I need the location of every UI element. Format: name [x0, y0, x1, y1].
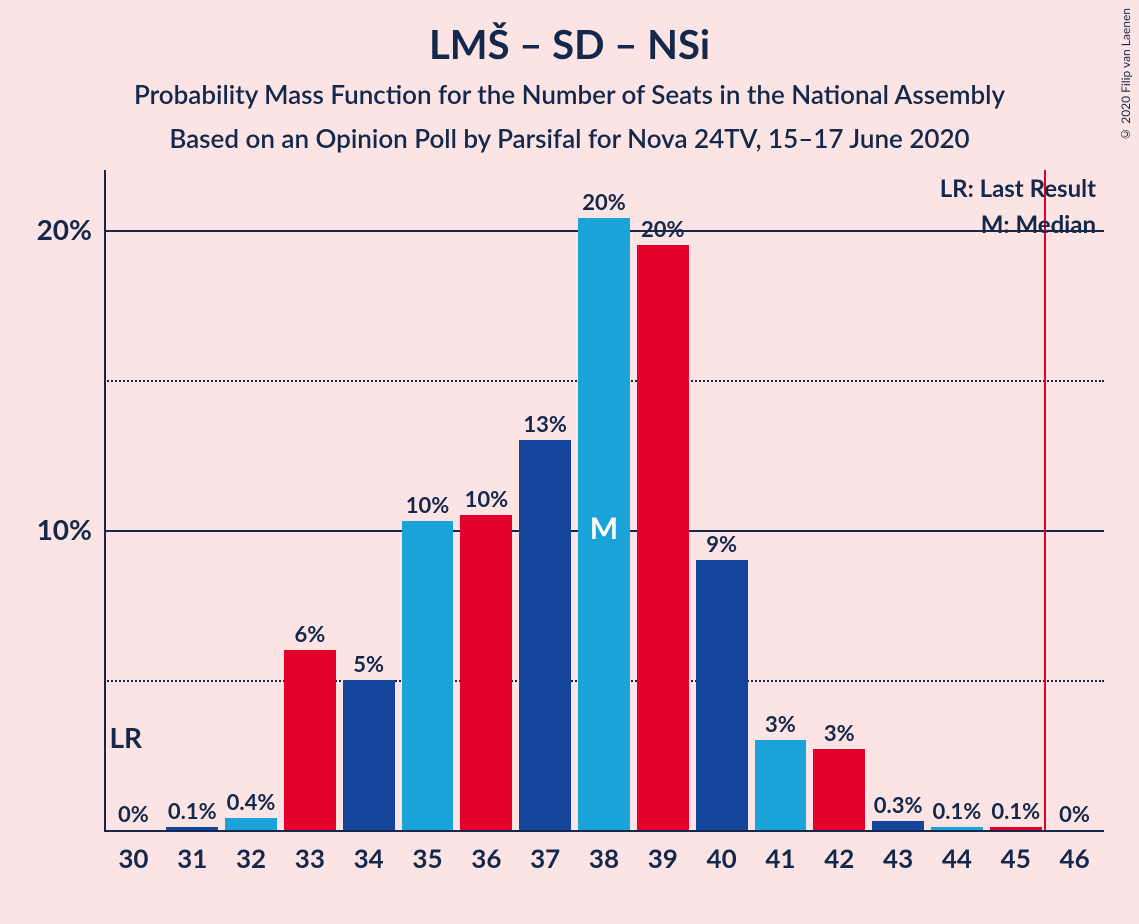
chart-subtitle-1: Probability Mass Function for the Number… — [0, 78, 1139, 110]
chart-subtitle-2: Based on an Opinion Poll by Parsifal for… — [0, 122, 1139, 154]
y-tick-label: 20% — [0, 212, 92, 246]
bar — [696, 560, 748, 830]
x-tick-label: 30 — [104, 842, 163, 874]
x-tick-label: 44 — [928, 842, 987, 874]
copyright-text: © 2020 Filip van Laenen — [1118, 8, 1133, 142]
x-tick-label: 40 — [692, 842, 751, 874]
x-tick-label: 38 — [575, 842, 634, 874]
bar-value-label: 13% — [516, 410, 575, 437]
bar — [990, 827, 1042, 830]
bar — [166, 827, 218, 830]
x-tick-label: 42 — [810, 842, 869, 874]
bar-value-label: 3% — [751, 710, 810, 737]
bar-value-label: 10% — [457, 485, 516, 512]
bar — [637, 245, 689, 830]
bar-value-label: 0.1% — [928, 797, 987, 824]
bar — [460, 515, 512, 830]
x-tick-label: 46 — [1045, 842, 1104, 874]
x-tick-label: 36 — [457, 842, 516, 874]
bar-value-label: 0.1% — [163, 797, 222, 824]
x-tick-label: 43 — [869, 842, 928, 874]
x-axis — [104, 830, 1104, 832]
x-tick-label: 32 — [222, 842, 281, 874]
bar-value-label: 20% — [633, 215, 692, 242]
last-result-marker: LR — [110, 720, 143, 754]
chart-title: LMŠ – SD – NSi — [0, 20, 1139, 68]
legend-last-result: LR: Last Result — [940, 174, 1096, 203]
majority-line — [1044, 170, 1046, 830]
x-tick-label: 34 — [339, 842, 398, 874]
median-marker: M — [575, 510, 634, 546]
x-tick-label: 39 — [633, 842, 692, 874]
bar-value-label: 10% — [398, 491, 457, 518]
bar-value-label: 0% — [1045, 800, 1104, 827]
bar-value-label: 0.1% — [986, 797, 1045, 824]
bar-value-label: 0.3% — [869, 791, 928, 818]
bar — [872, 821, 924, 830]
x-tick-label: 41 — [751, 842, 810, 874]
x-tick-label: 31 — [163, 842, 222, 874]
y-tick-label: 10% — [0, 512, 92, 546]
bar — [519, 440, 571, 830]
x-tick-label: 35 — [398, 842, 457, 874]
bar — [402, 521, 454, 830]
bar — [813, 749, 865, 830]
bar — [931, 827, 983, 830]
bar — [225, 818, 277, 830]
x-tick-label: 37 — [516, 842, 575, 874]
bar-value-label: 6% — [280, 620, 339, 647]
bar — [755, 740, 807, 830]
bar — [284, 650, 336, 830]
bar-value-label: 0% — [104, 800, 163, 827]
bar-value-label: 0.4% — [222, 788, 281, 815]
x-tick-label: 45 — [986, 842, 1045, 874]
bar-value-label: 9% — [692, 530, 751, 557]
bar-value-label: 3% — [810, 719, 869, 746]
bar — [343, 680, 395, 830]
legend-median: M: Median — [981, 210, 1096, 239]
bar-value-label: 20% — [575, 188, 634, 215]
y-axis — [104, 170, 106, 830]
x-tick-label: 33 — [280, 842, 339, 874]
bar-value-label: 5% — [339, 650, 398, 677]
